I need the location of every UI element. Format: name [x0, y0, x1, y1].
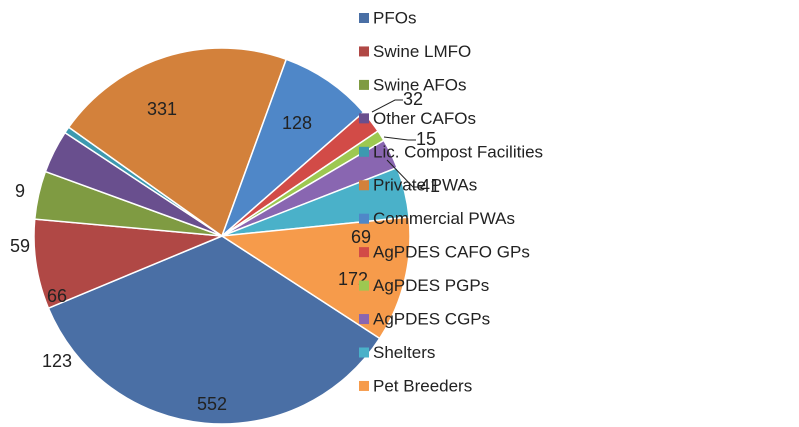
- data-label: 331: [147, 99, 177, 119]
- legend-swatch: [359, 113, 369, 124]
- legend-swatch: [359, 180, 369, 191]
- legend-swatch: [359, 13, 369, 23]
- legend-label: Private PWAs: [373, 176, 477, 195]
- data-label: 128: [282, 113, 312, 133]
- data-label: 41: [420, 176, 440, 196]
- legend-swatch: [359, 46, 369, 57]
- data-label: 552: [197, 394, 227, 414]
- legend-label: Swine AFOs: [373, 75, 467, 94]
- legend-swatch: [359, 79, 369, 90]
- legend-label: PFOs: [373, 8, 416, 27]
- legend-label: Lic. Compost Facilities: [373, 142, 543, 161]
- pie-slice: [67, 47, 288, 238]
- legend-swatch: [359, 347, 369, 358]
- pie-slice: [47, 235, 381, 425]
- leader-line: [383, 136, 416, 141]
- data-label: 15: [416, 129, 436, 149]
- data-label: 66: [47, 286, 67, 306]
- data-label: 123: [42, 351, 72, 371]
- legend-label: Shelters: [373, 343, 435, 362]
- data-label: 9: [15, 181, 25, 201]
- legend-label: AgPDES CAFO GPs: [373, 243, 530, 262]
- legend-swatch: [359, 280, 369, 291]
- legend-swatch: [359, 247, 369, 258]
- legend-label: Commercial PWAs: [373, 209, 515, 228]
- leader-line: [386, 159, 421, 188]
- legend-label: AgPDES PGPs: [373, 276, 489, 295]
- pie-slice: [221, 58, 365, 237]
- legend-swatch: [359, 146, 369, 157]
- legend-swatch: [359, 213, 369, 224]
- legend-label: Other CAFOs: [373, 109, 476, 128]
- data-label: 59: [10, 236, 30, 256]
- legend-swatch: [359, 314, 369, 325]
- legend-swatch: [359, 380, 369, 391]
- data-label: 32: [403, 89, 423, 109]
- leader-line: [371, 99, 403, 113]
- legend-label: Swine LMFO: [373, 42, 471, 61]
- data-label: 69: [351, 227, 371, 247]
- legend-label: Pet Breeders: [373, 376, 472, 395]
- legend-label: AgPDES CGPs: [373, 310, 490, 329]
